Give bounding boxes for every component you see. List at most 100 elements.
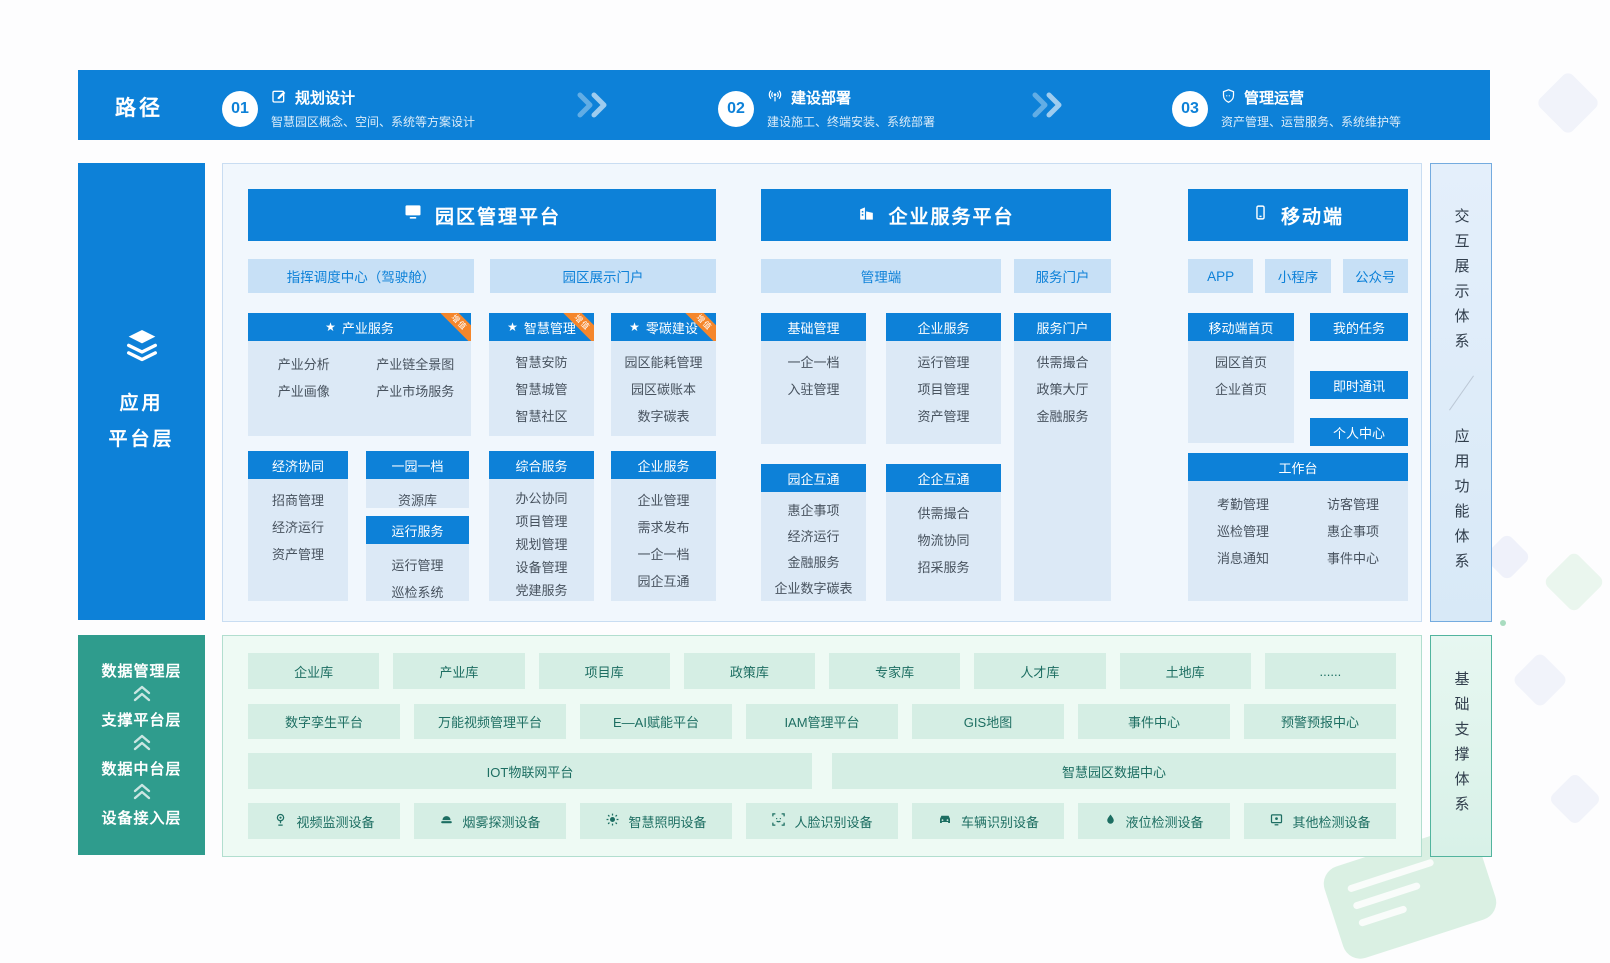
support-platform-chip[interactable]: 数字孪生平台 [248,704,400,739]
middle-platform-chip[interactable]: IOT物联网平台 [248,753,812,789]
platform-chip[interactable]: 服务门户 [1014,259,1111,293]
section-items: 供需撮合政策大厅金融服务 [1014,341,1111,430]
application-platforms-panel: 园区管理平台 指挥调度中心（驾驶舱） 园区展示门户 ★ 产业服务 增值 产业分析产… [222,163,1422,622]
section-mobile-home: 移动端首页 园区首页 企业首页 [1188,313,1294,443]
section-item: 运行管理 [917,355,970,370]
section-item: 招商管理 [271,493,324,508]
section-item: 入驻管理 [787,382,840,397]
section-items: 园区能耗管理 园区碳账本 数字碳表 [611,341,716,430]
step-title: 规划设计 [295,90,356,107]
section-item: 政策大厅 [1036,382,1089,397]
platform-title: 园区管理平台 [434,206,561,228]
step-subtitle: 资产管理、运营服务、系统维护等 [1221,115,1402,129]
decor-dot [1500,620,1506,626]
section-title: 产业服务 [341,320,394,336]
instant-messaging-button[interactable]: 即时通讯 [1310,371,1408,399]
section-title: 一园一档 [391,458,444,474]
face-recognition-device-chip[interactable]: 人脸识别设备 [746,803,898,839]
section-item: 招采服务 [917,560,970,575]
mobile-platform-header: 移动端 [1188,189,1408,241]
platform-chip[interactable]: 管理端 [761,259,1001,293]
platform-chip[interactable]: APP [1188,259,1254,293]
library-chip[interactable]: 产业库 [393,653,525,689]
section-item: 企业数字碳表 [774,581,853,596]
section-title: 运行服务 [391,523,444,539]
smoke-detector-device-chip[interactable]: 烟雾探测设备 [414,803,566,839]
middle-platform-chip[interactable]: 智慧园区数据中心 [832,753,1396,789]
support-platform-chip[interactable]: 万能视频管理平台 [414,704,566,739]
vehicle-recognition-device-chip[interactable]: 车辆识别设备 [912,803,1064,839]
decor-cube [1542,550,1606,614]
platform-chip[interactable]: 园区展示门户 [490,259,716,293]
star-icon: ★ [325,320,336,334]
library-chip[interactable]: 企业库 [248,653,380,689]
section-park-enterprise-link: 园企互通 惠企事项 经济运行 金融服务 企业数字碳表 [761,464,866,601]
support-platform-chip[interactable]: 预警预报中心 [1244,704,1396,739]
platform-title: 企业服务平台 [888,206,1015,228]
section-title: 企业服务 [637,458,690,474]
platform-chip[interactable]: 指挥调度中心（驾驶舱） [248,259,474,293]
support-platform-chip[interactable]: IAM管理平台 [746,704,898,739]
library-chip[interactable]: ...... [1264,653,1396,689]
section-item: 企业管理 [637,493,690,508]
support-platform-chip[interactable]: E—AI赋能平台 [580,704,732,739]
decor-cube [1548,772,1602,826]
step-title: 建设部署 [791,90,852,107]
library-chip[interactable]: 专家库 [829,653,961,689]
section-item: 园区能耗管理 [624,355,703,370]
section-item: 党建服务 [515,583,568,598]
data-middle-row: IOT物联网平台 智慧园区数据中心 [248,753,1396,789]
platform-chip[interactable]: 公众号 [1342,259,1408,293]
device-label: 液位检测设备 [1125,814,1204,830]
foundation-support-panel: 企业库 产业库 项目库 政策库 专家库 人才库 土地库...... 数字孪生平台 万能视频管理… [222,635,1422,857]
platform-chip[interactable]: 小程序 [1265,259,1331,293]
section-enterprise-enterprise-link: 企企互通 供需撮合 物流协同 招采服务 [886,464,1001,601]
value-added-ribbon: 增值 [433,313,471,341]
library-chip[interactable]: 政策库 [683,653,815,689]
section-title: 经济协同 [271,458,324,474]
chevron-up-icon [131,685,153,707]
section-title: 工作台 [1278,460,1318,476]
liquid-level-device-chip[interactable]: 液位检测设备 [1078,803,1230,839]
step-subtitle: 建设施工、终端安装、系统部署 [767,115,936,129]
layer-data-management: 数据管理层 [101,663,182,680]
other-detection-device-chip[interactable]: 其他检测设备 [1244,803,1396,839]
library-chip[interactable]: 人才库 [974,653,1106,689]
library-chip[interactable]: 项目库 [538,653,670,689]
support-platform-chip[interactable]: GIS地图 [912,704,1064,739]
section-service-portal: 服务门户 供需撮合 政策大厅 金融服务 [1014,313,1111,601]
smart-lighting-device-chip[interactable]: 智慧照明设备 [580,803,732,839]
droplet-icon [1104,812,1117,830]
section-items: 资源库 [366,479,469,514]
section-enterprise-service2: 企业服务 运行管理 项目管理 资产管理 [886,313,1001,444]
decor-cube [1511,651,1569,709]
platform-title: 移动端 [1280,206,1344,228]
section-item: 供需撮合 [1036,355,1089,370]
video-monitor-device-chip[interactable]: 视频监测设备 [248,803,400,839]
section-items: 惠企事项 经济运行 金融服务 企业数字碳表 [761,492,866,602]
layer-device-access: 设备接入层 [101,810,182,827]
divider [1448,375,1474,410]
section-title: 智慧管理 [523,320,576,336]
section-title: 零碳建设 [645,320,698,336]
section-item: 巡检系统 [391,585,444,600]
support-platform-chip[interactable]: 事件中心 [1078,704,1230,739]
application-function-label: 应用功能体系 [1452,427,1470,578]
step-number-badge: 03 [1172,90,1208,127]
device-label: 人脸识别设备 [794,814,873,830]
section-zero-carbon: ★ 零碳建设 增值 园区能耗管理 园区碳账本 数字碳表 [611,313,716,436]
section-items: 产业分析 产业链全景图 产业画像 产业市场服务 [248,341,471,405]
data-library-row: 企业库 产业库 项目库 政策库 专家库 人才库 土地库...... [248,653,1396,689]
car-icon [937,812,953,830]
section-general-service: 综合服务 办公协同 项目管理 规划管理 设备管理 党建服务 [489,451,594,601]
section-items: 考勤管理 访客管理 巡检管理 惠企事项 消息通知 事件中心 [1188,481,1408,572]
library-chip[interactable]: 土地库 [1119,653,1251,689]
section-item: 考勤管理 [1216,497,1269,512]
personal-center-button[interactable]: 个人中心 [1310,418,1408,446]
chevron-right-arrow-icon [1030,92,1066,123]
smoke-detector-icon [439,812,454,830]
my-tasks-button[interactable]: 我的任务 [1310,313,1408,341]
mobile-chip-row: APP 小程序 公众号 [1188,259,1408,293]
section-item: 金融服务 [1036,409,1089,424]
